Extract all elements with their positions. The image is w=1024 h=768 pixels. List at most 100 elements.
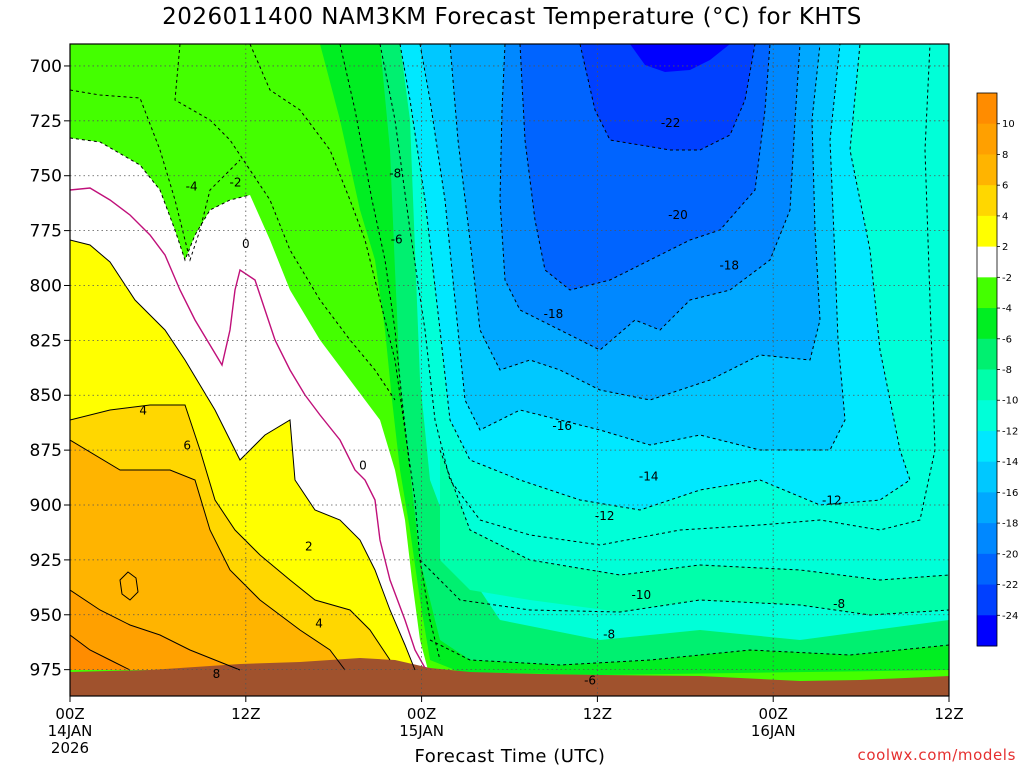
contour-line [174, 44, 396, 401]
fill-region [630, 44, 730, 72]
colorbar-swatch [977, 523, 997, 555]
y-tick-label: 800 [30, 276, 62, 296]
colorbar-tick-label: 6 [1002, 181, 1008, 192]
contour-line [70, 187, 426, 669]
x-tick-date: 14JAN [48, 722, 93, 740]
y-axis: 700 725 750 775 800 825 850 875 900 925 950 975 [30, 57, 70, 681]
colorbar-swatch [977, 492, 997, 524]
contour-label: -22 [661, 116, 681, 130]
fill-region [70, 590, 240, 670]
contour-label: -4 [186, 180, 198, 194]
contour-labels: -22-20-18-18-16-14-12-12-10-8-8-6-8-6-4-… [139, 116, 845, 688]
gridlines [70, 44, 949, 696]
colorbar-swatch [977, 461, 997, 493]
colorbar-swatch [977, 93, 997, 125]
contour-label: 4 [315, 617, 323, 631]
colorbar-swatch [977, 584, 997, 616]
colorbar-swatch [977, 215, 997, 248]
y-tick-label: 925 [30, 551, 62, 571]
contour-label: 4 [139, 404, 147, 418]
contour-line [70, 634, 131, 671]
contour-label: -18 [544, 307, 564, 321]
colorbar-tick-label: -2 [1002, 273, 1012, 284]
fill-region [580, 44, 755, 150]
contour-label: 8 [213, 667, 221, 681]
x-tick-label: 12Z [231, 705, 260, 723]
contour-label: -6 [584, 674, 596, 688]
x-tick-label: 00Z [759, 705, 788, 723]
colorbar-swatch [977, 308, 997, 340]
colorbar-tick-label: -8 [1002, 365, 1012, 376]
contour-line [70, 239, 416, 671]
y-tick-label: 825 [30, 331, 62, 351]
contour-label: 2 [305, 540, 313, 554]
y-tick-label: 975 [30, 661, 62, 681]
contour-label: -2 [230, 175, 242, 189]
colorbar-swatch [977, 123, 997, 155]
colorbar-swatch [977, 277, 997, 309]
colorbar-tick-label: 4 [1002, 211, 1008, 222]
contour-label: 0 [242, 237, 250, 251]
contour-lines [70, 44, 949, 671]
colorbar-tick-label: -12 [1002, 426, 1018, 437]
colorbar-swatches [976, 92, 998, 647]
x-tick-label: 00Z [55, 705, 84, 723]
y-tick-label: 875 [30, 441, 62, 461]
contour-label: -8 [603, 628, 615, 642]
y-tick-label: 900 [30, 496, 62, 516]
x-tick-date: 16JAN [751, 722, 796, 740]
contour-label: -18 [719, 259, 739, 273]
contour-line [399, 44, 911, 511]
contour-label: -12 [595, 509, 615, 523]
contour-line [70, 439, 346, 671]
colorbar-swatch [977, 553, 997, 586]
x-tick-label: 00Z [407, 705, 436, 723]
contour-label: 6 [183, 439, 191, 453]
contour-label: -16 [552, 419, 572, 433]
contour-line [70, 404, 391, 661]
colorbar-tick-label: -16 [1002, 488, 1018, 499]
contour-line [249, 44, 441, 661]
contour-line [419, 44, 846, 451]
contour-label: -14 [639, 469, 659, 483]
y-tick-label: 850 [30, 386, 62, 406]
colorbar-tick-label: -22 [1002, 580, 1018, 591]
y-tick-label: 950 [30, 606, 62, 626]
y-tick-label: 750 [30, 167, 62, 187]
colorbar-swatch [977, 615, 997, 647]
fill-region [440, 450, 949, 615]
colorbar-swatch [977, 400, 997, 432]
colorbar-tick-label: -24 [1002, 611, 1018, 622]
colorbar-tick-label: -18 [1002, 519, 1018, 530]
x-axis-label: Forecast Time (UTC) [414, 746, 606, 767]
x-tick-label: 12Z [934, 705, 963, 723]
contour-line [119, 571, 139, 601]
colorbar-swatch [977, 185, 997, 217]
contour-label: -12 [822, 494, 842, 508]
y-tick-label: 725 [30, 112, 62, 132]
colorbar-tick-label: -10 [1002, 396, 1018, 407]
contour-label: -8 [389, 167, 401, 181]
colorbar-swatch [977, 369, 997, 401]
contour-label: -20 [668, 208, 688, 222]
y-tick-label: 775 [30, 222, 62, 242]
colorbar-tick-label: -20 [1002, 549, 1018, 560]
y-tick-label: 700 [30, 57, 62, 77]
contour-label: -6 [391, 232, 403, 246]
colorbar-swatch [977, 246, 997, 278]
contour-line [419, 559, 949, 616]
source-credit: coolwx.com/models [857, 746, 1016, 764]
colorbar-tick-label: -14 [1002, 457, 1018, 468]
x-tick-label: 12Z [583, 705, 612, 723]
contour-label: 0 [359, 458, 367, 472]
colorbar-swatch [977, 154, 997, 186]
contour-line [519, 44, 771, 291]
plot-frame [69, 43, 950, 697]
contour-line [70, 589, 241, 671]
contour-label: -8 [833, 597, 845, 611]
colorbar-tick-label: 2 [1002, 242, 1008, 253]
contour-line [379, 44, 936, 546]
